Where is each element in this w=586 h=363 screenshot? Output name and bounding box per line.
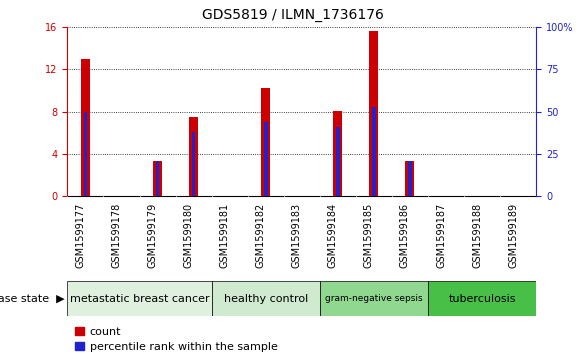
Text: GDS5819 / ILMN_1736176: GDS5819 / ILMN_1736176: [202, 8, 384, 22]
Text: gram-negative sepsis: gram-negative sepsis: [325, 294, 423, 303]
Bar: [212, 281, 320, 316]
Bar: [67, 281, 212, 316]
Text: metastatic breast cancer: metastatic breast cancer: [70, 294, 209, 303]
Text: GSM1599181: GSM1599181: [220, 203, 230, 268]
Text: GSM1599183: GSM1599183: [292, 203, 302, 268]
Bar: [153, 161, 162, 196]
Text: tuberculosis: tuberculosis: [448, 294, 516, 303]
Bar: [408, 160, 412, 196]
Bar: [189, 117, 198, 196]
Bar: [336, 127, 340, 196]
Text: GSM1599186: GSM1599186: [400, 203, 410, 268]
Text: GSM1599184: GSM1599184: [328, 203, 338, 268]
Text: GSM1599188: GSM1599188: [472, 203, 482, 268]
Text: GSM1599185: GSM1599185: [364, 203, 374, 268]
Bar: [369, 32, 379, 196]
Text: GSM1599182: GSM1599182: [255, 203, 265, 268]
Text: GSM1599189: GSM1599189: [508, 203, 518, 268]
Text: GSM1599177: GSM1599177: [76, 203, 86, 268]
Bar: [333, 111, 342, 196]
Text: healthy control: healthy control: [224, 294, 308, 303]
Bar: [261, 89, 270, 196]
Text: disease state  ▶: disease state ▶: [0, 294, 64, 303]
Bar: [372, 107, 376, 196]
Bar: [84, 112, 87, 196]
Bar: [264, 122, 268, 196]
Text: GSM1599179: GSM1599179: [148, 203, 158, 268]
Text: GSM1599180: GSM1599180: [183, 203, 193, 268]
Bar: [406, 161, 414, 196]
Bar: [192, 132, 195, 196]
Text: GSM1599178: GSM1599178: [111, 203, 121, 268]
Bar: [156, 160, 159, 196]
Bar: [320, 281, 428, 316]
Text: GSM1599187: GSM1599187: [436, 203, 446, 268]
Legend: count, percentile rank within the sample: count, percentile rank within the sample: [73, 325, 280, 354]
Bar: [81, 59, 90, 196]
Bar: [428, 281, 536, 316]
